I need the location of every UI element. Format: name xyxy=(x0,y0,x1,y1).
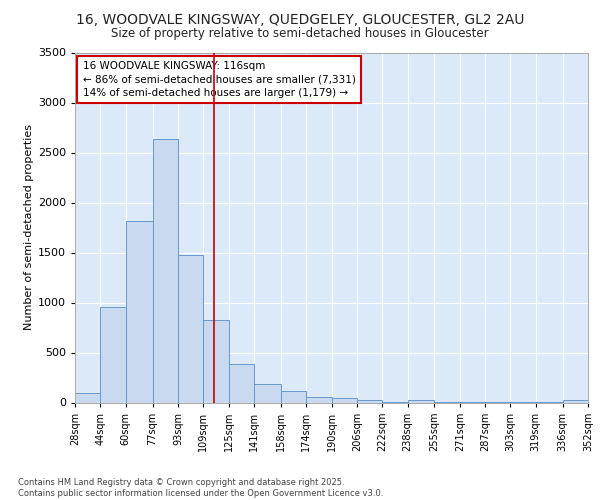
Bar xyxy=(407,400,434,402)
Bar xyxy=(75,393,100,402)
Bar xyxy=(281,390,306,402)
Bar xyxy=(254,384,281,402)
Bar xyxy=(357,400,382,402)
Text: Size of property relative to semi-detached houses in Gloucester: Size of property relative to semi-detach… xyxy=(111,28,489,40)
Bar xyxy=(178,254,203,402)
Bar xyxy=(306,397,331,402)
Bar xyxy=(331,398,357,402)
Bar xyxy=(203,320,229,402)
Bar xyxy=(152,138,178,402)
Text: 16 WOODVALE KINGSWAY: 116sqm
← 86% of semi-detached houses are smaller (7,331)
1: 16 WOODVALE KINGSWAY: 116sqm ← 86% of se… xyxy=(83,61,356,98)
Bar xyxy=(563,400,588,402)
Bar xyxy=(229,364,254,403)
Text: 16, WOODVALE KINGSWAY, QUEDGELEY, GLOUCESTER, GL2 2AU: 16, WOODVALE KINGSWAY, QUEDGELEY, GLOUCE… xyxy=(76,12,524,26)
Y-axis label: Number of semi-detached properties: Number of semi-detached properties xyxy=(23,124,34,330)
Bar xyxy=(125,220,152,402)
Text: Contains HM Land Registry data © Crown copyright and database right 2025.
Contai: Contains HM Land Registry data © Crown c… xyxy=(18,478,383,498)
Bar xyxy=(100,306,125,402)
